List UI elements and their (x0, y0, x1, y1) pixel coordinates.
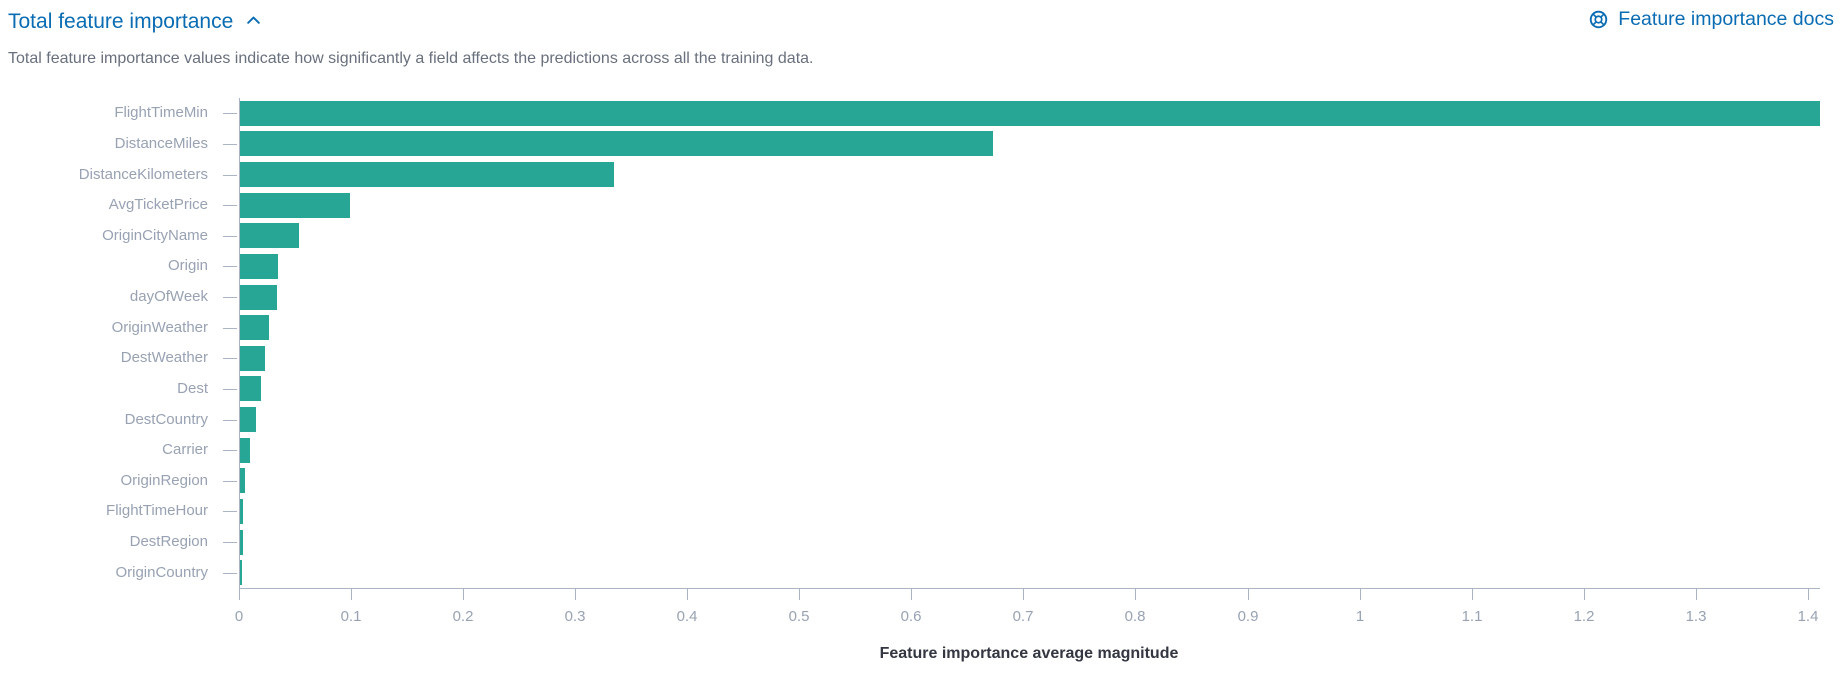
y-axis-label: OriginWeather (111, 318, 208, 336)
y-axis-tick (223, 358, 237, 359)
y-axis-tick (223, 328, 237, 329)
section-collapse-toggle[interactable]: Total feature importance (8, 8, 262, 35)
y-axis-tick (223, 481, 237, 482)
y-axis-tick (223, 236, 237, 237)
x-axis-tick (687, 588, 688, 600)
importance-bar (240, 223, 300, 249)
help-lifebuoy-icon (1588, 9, 1609, 30)
importance-bar (240, 529, 243, 555)
importance-bar (240, 498, 244, 524)
importance-bar (240, 192, 350, 218)
importance-bar (240, 407, 256, 433)
y-axis-tick (223, 175, 237, 176)
x-axis-title: Feature importance average magnitude (879, 645, 1179, 662)
y-axis-label: AvgTicketPrice (108, 196, 208, 214)
section-description: Total feature importance values indicate… (8, 50, 814, 67)
x-axis-tick (575, 588, 576, 600)
x-axis-tick-label: 1 (1355, 608, 1365, 625)
x-axis-tick (239, 588, 240, 600)
y-axis-label: DestCountry (124, 410, 208, 428)
y-axis-label: OriginCountry (115, 563, 208, 581)
x-axis-tick-label: 0.9 (1237, 608, 1259, 625)
x-axis-tick-label: 0.6 (900, 608, 922, 625)
y-axis-label: OriginCityName (102, 226, 208, 244)
y-axis-label: Origin (167, 257, 208, 275)
y-axis-tick (223, 420, 237, 421)
importance-bar (240, 284, 277, 310)
y-axis-tick (223, 511, 237, 512)
y-axis-label: Carrier (162, 441, 208, 459)
y-axis-label: DistanceKilometers (78, 165, 208, 183)
docs-link-label: Feature importance docs (1618, 8, 1834, 30)
x-axis-tick (1808, 588, 1809, 600)
feature-importance-docs-link[interactable]: Feature importance docs (1588, 8, 1834, 31)
importance-bar (240, 315, 270, 341)
x-axis-tick (1135, 588, 1136, 600)
x-axis-tick-label: 0.1 (340, 608, 362, 625)
y-axis-tick (223, 389, 237, 390)
x-axis-tick-label: 0.2 (452, 608, 474, 625)
x-axis-tick (1360, 588, 1361, 600)
y-axis-label: DestWeather (120, 349, 208, 367)
x-axis-tick (1696, 588, 1697, 600)
y-axis-tick (223, 113, 237, 114)
x-axis-tick-label: 1.3 (1685, 608, 1707, 625)
x-axis-tick (1472, 588, 1473, 600)
x-axis-tick-label: 1.4 (1797, 608, 1819, 625)
importance-bar (240, 131, 994, 157)
section-title: Total feature importance (8, 9, 234, 33)
y-axis-label: DistanceMiles (114, 134, 208, 152)
y-axis-label: FlightTimeMin (114, 104, 208, 122)
x-axis-tick-label: 0.4 (676, 608, 698, 625)
y-axis-label: dayOfWeek (129, 288, 208, 306)
importance-bar (240, 560, 242, 586)
importance-bar (240, 100, 1820, 126)
x-axis-tick-label: 1.2 (1573, 608, 1595, 625)
y-axis-tick (223, 266, 237, 267)
y-axis-label: Dest (177, 379, 208, 397)
x-axis-tick (463, 588, 464, 600)
importance-bar (240, 376, 262, 402)
x-axis-tick (799, 588, 800, 600)
y-axis-tick (223, 205, 237, 206)
y-axis-label: OriginRegion (120, 471, 208, 489)
importance-bar (240, 162, 615, 188)
importance-bar (240, 468, 246, 494)
importance-bar (240, 437, 251, 463)
x-axis-tick-label: 0.8 (1124, 608, 1146, 625)
y-axis-label: DestRegion (129, 533, 208, 551)
chevron-up-icon (245, 11, 262, 35)
importance-bar (240, 345, 265, 371)
x-axis-tick (911, 588, 912, 600)
x-axis-line (239, 588, 1820, 589)
x-axis-tick-label: 0.3 (564, 608, 586, 625)
importance-bar (240, 253, 279, 279)
y-axis-line (239, 98, 240, 588)
y-axis-tick (223, 144, 237, 145)
x-axis-tick-label: 1.1 (1461, 608, 1483, 625)
y-axis-tick (223, 542, 237, 543)
x-axis-tick-label: 0 (234, 608, 244, 625)
y-axis-tick (223, 573, 237, 574)
y-axis-label: FlightTimeHour (106, 502, 208, 520)
x-axis-tick-label: 0.5 (788, 608, 810, 625)
y-axis-tick (223, 450, 237, 451)
x-axis-tick (1023, 588, 1024, 600)
x-axis-tick-label: 0.7 (1012, 608, 1034, 625)
x-axis-tick (1248, 588, 1249, 600)
x-axis-tick (1584, 588, 1585, 600)
x-axis-tick (351, 588, 352, 600)
y-axis-tick (223, 297, 237, 298)
